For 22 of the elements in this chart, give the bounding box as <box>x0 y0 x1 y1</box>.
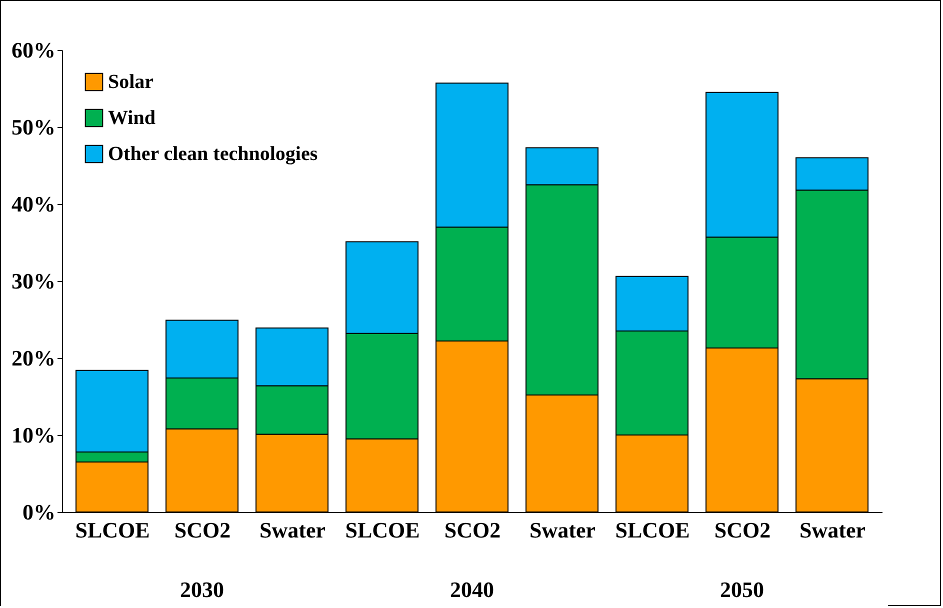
text: 2030 <box>180 577 224 602</box>
text: 2050 <box>720 577 764 602</box>
y-tick-label: 10% <box>12 422 56 448</box>
x-tick-label: SCO2 <box>174 518 231 542</box>
y-tick-label: 40% <box>12 192 56 216</box>
x-tick-label: SCO2 <box>444 518 501 542</box>
legend-label: Other clean technologies <box>108 143 318 165</box>
x-tick-label: Swater <box>800 518 866 542</box>
y-tick-label: 30% <box>12 268 56 294</box>
legend-label: Solar <box>108 71 154 93</box>
x-tick-label: Swater <box>530 518 596 542</box>
y-tick-label: 60% <box>12 38 56 62</box>
y-tick-label: 20% <box>12 346 56 370</box>
x-tick-label: SLCOE <box>615 518 690 542</box>
y-tick-label: 50% <box>12 114 56 140</box>
x-tick-label: SLCOE <box>75 518 150 542</box>
x-tick-label: SCO2 <box>714 518 771 542</box>
x-tick-label: Swater <box>260 518 326 542</box>
text: 2040 <box>450 577 494 602</box>
x-tick-label: SLCOE <box>345 518 420 542</box>
legend-label: Wind <box>108 107 156 129</box>
y-tick-label: 0% <box>22 500 56 524</box>
